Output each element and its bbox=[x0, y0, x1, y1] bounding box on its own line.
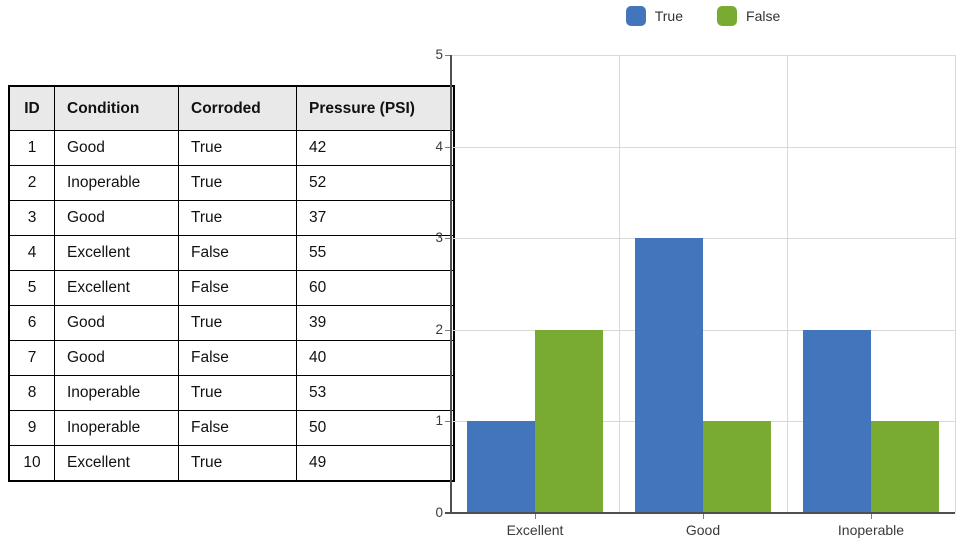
x-axis-tick-label: Inoperable bbox=[837, 522, 905, 538]
legend-label: False bbox=[746, 8, 781, 24]
y-axis-tick bbox=[445, 421, 451, 422]
legend-swatch-icon bbox=[717, 6, 738, 26]
x-axis-tick-label: Excellent bbox=[506, 522, 564, 538]
y-axis-tick-label: 2 bbox=[435, 322, 443, 337]
y-axis-tick-label: 0 bbox=[435, 505, 443, 520]
column-header: Pressure (PSI) bbox=[296, 85, 455, 131]
x-axis-tick bbox=[703, 513, 704, 519]
legend-swatch-icon bbox=[625, 6, 646, 26]
table-cell: False bbox=[178, 270, 297, 306]
table-cell: True bbox=[178, 305, 297, 341]
gridline-vertical bbox=[787, 55, 788, 513]
bar-false-inoperable bbox=[871, 421, 939, 513]
table-cell: Good bbox=[54, 200, 179, 236]
y-axis-tick bbox=[445, 55, 451, 56]
x-axis-tick bbox=[871, 513, 872, 519]
table-row: 1 Good True 42 bbox=[8, 130, 455, 166]
table-cell: 2 bbox=[8, 165, 55, 201]
table-cell: 5 bbox=[8, 270, 55, 306]
bar-true-inoperable bbox=[803, 330, 871, 513]
table-row: 6 Good True 39 bbox=[8, 305, 455, 341]
table-cell: 50 bbox=[296, 410, 455, 446]
pipes-table: ID Condition Corroded Pressure (PSI) 1 Good T… bbox=[8, 85, 455, 482]
y-axis-tick-label: 4 bbox=[435, 139, 443, 154]
legend-label: True bbox=[654, 8, 684, 24]
table-cell: 4 bbox=[8, 235, 55, 271]
table-cell: Good bbox=[54, 340, 179, 376]
table-cell: 42 bbox=[296, 130, 455, 166]
gridline-vertical bbox=[955, 55, 956, 513]
table-header: ID Condition Corroded Pressure (PSI) bbox=[8, 85, 455, 131]
legend-item-true: True bbox=[625, 6, 684, 26]
table-cell: 39 bbox=[296, 305, 455, 341]
table-cell: 37 bbox=[296, 200, 455, 236]
gridline-horizontal bbox=[451, 55, 955, 56]
table-cell: False bbox=[178, 410, 297, 446]
table-cell: False bbox=[178, 235, 297, 271]
table-row: 5 Excellent False 60 bbox=[8, 270, 455, 306]
table-cell: 6 bbox=[8, 305, 55, 341]
table-cell: True bbox=[178, 130, 297, 166]
table-cell: 53 bbox=[296, 375, 455, 411]
y-axis-tick-label: 1 bbox=[435, 413, 443, 428]
table-cell: Excellent bbox=[54, 235, 179, 271]
table-cell: Inoperable bbox=[54, 375, 179, 411]
x-axis-line bbox=[445, 512, 955, 514]
table-cell: False bbox=[178, 340, 297, 376]
y-axis-tick-label: 3 bbox=[435, 230, 443, 245]
y-axis-tick-label: 5 bbox=[435, 47, 443, 62]
bar-false-good bbox=[703, 421, 771, 513]
y-axis-tick bbox=[445, 147, 451, 148]
gridline-vertical bbox=[619, 55, 620, 513]
y-axis-tick bbox=[445, 330, 451, 331]
table-cell: Inoperable bbox=[54, 410, 179, 446]
bar-true-good bbox=[635, 238, 703, 513]
table-body: 1 Good True 42 2 Inoperable True 52 3 Good True 37 4… bbox=[8, 130, 455, 482]
gridline-horizontal bbox=[451, 330, 955, 331]
table-cell: 7 bbox=[8, 340, 55, 376]
table-row: 3 Good True 37 bbox=[8, 200, 455, 236]
column-header: Corroded bbox=[178, 85, 297, 131]
table-cell: True bbox=[178, 200, 297, 236]
gridline-horizontal bbox=[451, 238, 955, 239]
x-axis-tick bbox=[535, 513, 536, 519]
table-cell: 60 bbox=[296, 270, 455, 306]
table-header-row: ID Condition Corroded Pressure (PSI) bbox=[8, 85, 455, 131]
table-row: 7 Good False 40 bbox=[8, 340, 455, 376]
table-cell: Excellent bbox=[54, 445, 179, 482]
bar-false-excellent bbox=[535, 330, 603, 513]
y-axis-tick bbox=[445, 238, 451, 239]
table-cell: 40 bbox=[296, 340, 455, 376]
table-row: 10 Excellent True 49 bbox=[8, 445, 455, 482]
legend-item-false: False bbox=[717, 6, 780, 26]
chart-legend: True False bbox=[451, 5, 955, 27]
table-cell: 3 bbox=[8, 200, 55, 236]
table-cell: True bbox=[178, 165, 297, 201]
table-cell: Good bbox=[54, 305, 179, 341]
table-cell: 8 bbox=[8, 375, 55, 411]
table-cell: True bbox=[178, 445, 297, 482]
x-axis-tick-label: Good bbox=[685, 522, 721, 538]
table-row: 9 Inoperable False 50 bbox=[8, 410, 455, 446]
table-cell: True bbox=[178, 375, 297, 411]
bar-true-excellent bbox=[467, 421, 535, 513]
table-row: 8 Inoperable True 53 bbox=[8, 375, 455, 411]
y-axis-line bbox=[450, 55, 452, 514]
table-cell: Good bbox=[54, 130, 179, 166]
table-cell: 49 bbox=[296, 445, 455, 482]
table-cell: 52 bbox=[296, 165, 455, 201]
gridline-horizontal bbox=[451, 147, 955, 148]
